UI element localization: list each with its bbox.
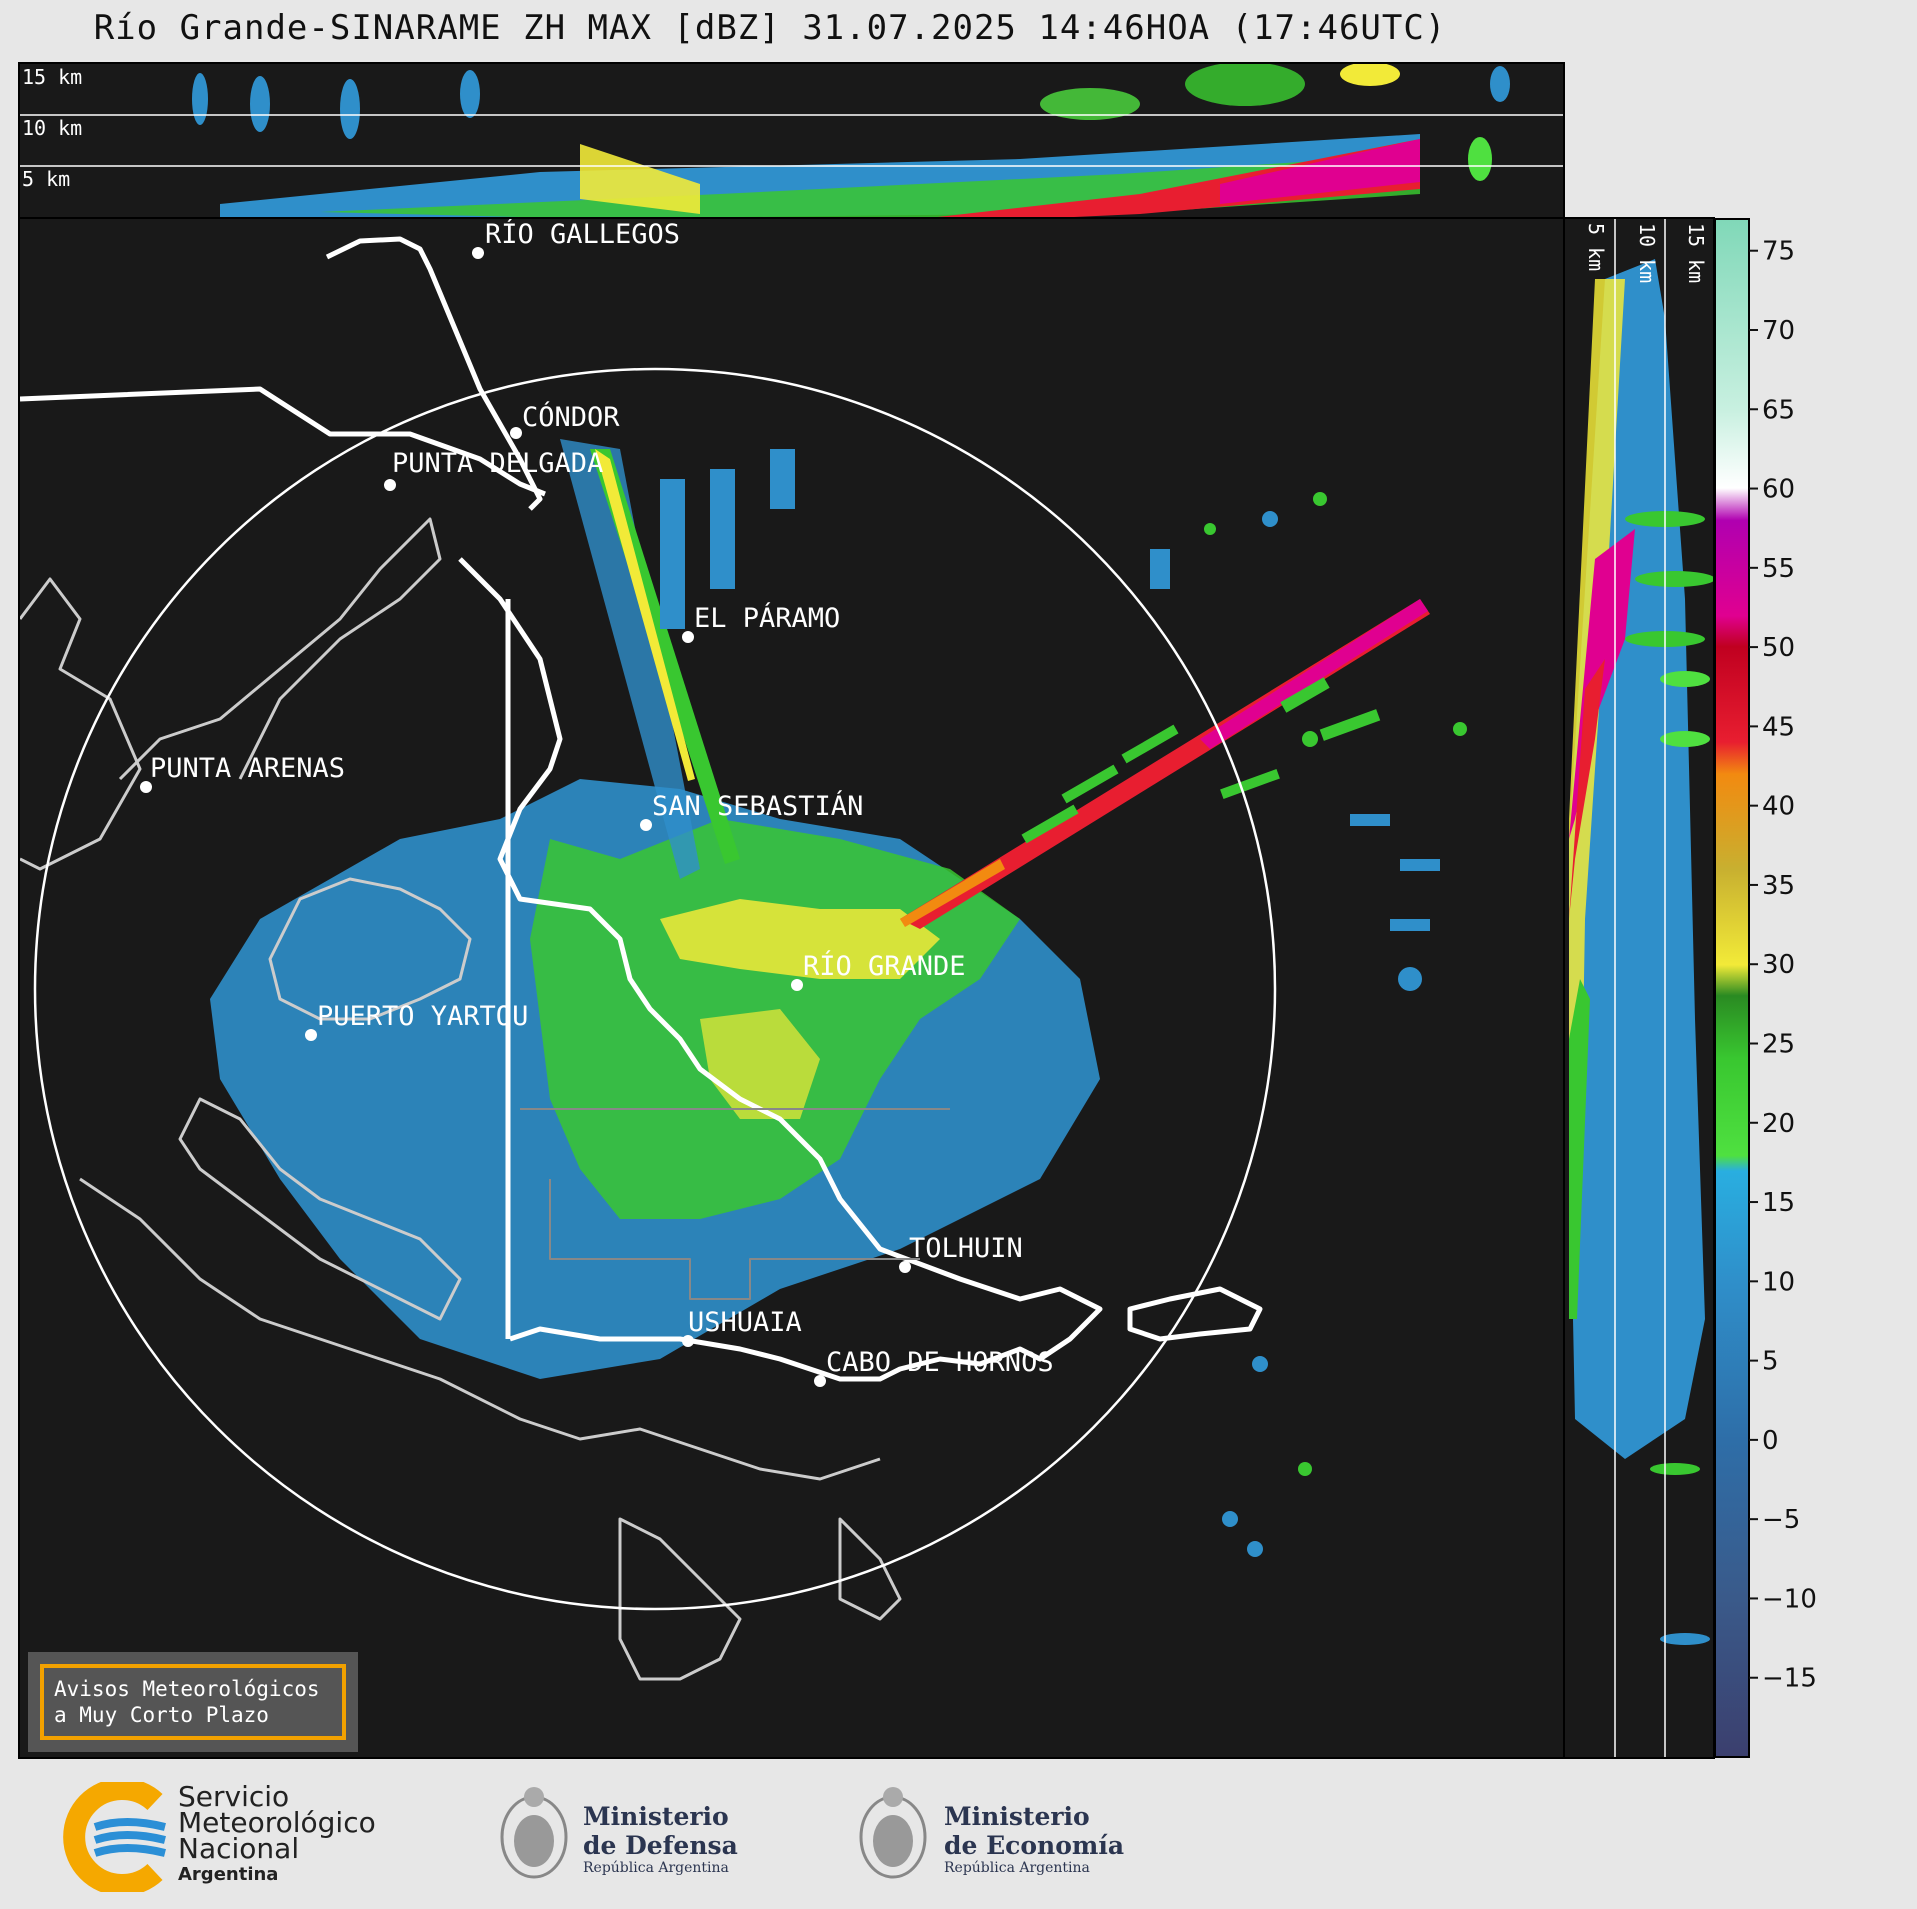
defensa-line-1: Ministerio bbox=[583, 1802, 729, 1831]
defensa-logo-text: Ministerio de Defensa República Argentin… bbox=[583, 1802, 738, 1876]
city-markers bbox=[140, 247, 911, 1387]
warning-box-inner[interactable]: Avisos Meteorológicos a Muy Corto Plazo bbox=[40, 1664, 346, 1740]
colorbar-tick-label: 45 bbox=[1762, 712, 1795, 742]
colorbar-tick-label: 10 bbox=[1762, 1267, 1795, 1297]
city-label: PUNTA DELGADA bbox=[392, 448, 603, 479]
top-echo-band bbox=[192, 64, 1510, 217]
warning-line-1: Avisos Meteorológicos bbox=[54, 1677, 320, 1701]
colorbar-tick-label: 30 bbox=[1762, 950, 1795, 980]
defensa-line-3: República Argentina bbox=[583, 1860, 729, 1876]
city-label: SAN SEBASTIÁN bbox=[652, 790, 863, 822]
smn-line-3: Nacional bbox=[178, 1832, 300, 1865]
height-label-5km: 5 km bbox=[22, 167, 70, 191]
side-profile-svg: 5 km 10 km 15 km bbox=[1569, 219, 1713, 1757]
colorbar-tick-label: −15 bbox=[1762, 1664, 1817, 1694]
economia-line-2: de Economía bbox=[944, 1831, 1125, 1860]
city-label: PUNTA ARENAS bbox=[150, 753, 345, 784]
colorbar-tick-label: 40 bbox=[1762, 792, 1795, 822]
colorbar-tick-label: 75 bbox=[1762, 237, 1795, 267]
colorbar-tick-label: 25 bbox=[1762, 1029, 1795, 1059]
colorbar-tick-label: 15 bbox=[1762, 1188, 1795, 1218]
top-height-profile-panel: 15 km 10 km 5 km bbox=[18, 62, 1565, 219]
height-label-5km: 5 km bbox=[1584, 223, 1608, 271]
economia-logo-text: Ministerio de Economía República Argenti… bbox=[944, 1802, 1124, 1876]
city-label: PUERTO YARTOU bbox=[317, 1001, 528, 1032]
height-label-15km: 15 km bbox=[22, 65, 82, 89]
side-echo-band bbox=[1569, 259, 1713, 1645]
defensa-seal-icon bbox=[500, 1787, 568, 1879]
range-ring bbox=[33, 367, 1277, 1611]
radar-map-svg[interactable]: RÍO GALLEGOS CÓNDOR PUNTA DELGADA EL PÁR… bbox=[20, 219, 1565, 1759]
smn-logo-text: Servicio Meteorológico Nacional Argentin… bbox=[178, 1780, 376, 1888]
colorbar-tick-label: 70 bbox=[1762, 316, 1795, 346]
height-label-10km: 10 km bbox=[1635, 223, 1659, 283]
reflectivity-echoes bbox=[210, 439, 1467, 1557]
economia-line-3: República Argentina bbox=[944, 1860, 1090, 1876]
colorbar-tick-label: 50 bbox=[1762, 633, 1795, 663]
map-title: Río Grande-SINARAME ZH MAX [dBZ] 31.07.2… bbox=[93, 8, 1447, 48]
smn-logo-icon bbox=[63, 1782, 166, 1892]
colorbar-tick-label: −5 bbox=[1762, 1505, 1800, 1535]
colorbar-tick-label: 0 bbox=[1762, 1426, 1779, 1456]
side-height-profile-panel: 5 km 10 km 15 km bbox=[1563, 217, 1715, 1759]
colorbar-tick-label: 35 bbox=[1762, 871, 1795, 901]
top-profile-svg: 15 km 10 km 5 km bbox=[20, 64, 1563, 217]
city-label: RÍO GALLEGOS bbox=[485, 219, 680, 250]
smn-line-2: Meteorológico bbox=[178, 1806, 376, 1839]
city-label: CABO DE HORNOS bbox=[826, 1347, 1054, 1378]
city-label: RÍO GRANDE bbox=[803, 950, 966, 982]
radar-map-panel[interactable]: RÍO GALLEGOS CÓNDOR PUNTA DELGADA EL PÁR… bbox=[18, 217, 1565, 1759]
city-label: EL PÁRAMO bbox=[694, 602, 840, 634]
economia-line-1: Ministerio bbox=[944, 1802, 1090, 1831]
colorbar-gradient bbox=[1714, 218, 1750, 1758]
city-label: USHUAIA bbox=[688, 1307, 802, 1338]
warning-box[interactable]: Avisos Meteorológicos a Muy Corto Plazo bbox=[28, 1652, 358, 1752]
colorbar-tick-label: 20 bbox=[1762, 1109, 1795, 1139]
colorbar-tick-label: 55 bbox=[1762, 554, 1795, 584]
colorbar-tick-label: 5 bbox=[1762, 1347, 1779, 1377]
height-label-10km: 10 km bbox=[22, 116, 82, 140]
colorbar-tick-label: 60 bbox=[1762, 475, 1795, 505]
defensa-line-2: de Defensa bbox=[583, 1831, 738, 1860]
warning-line-2: a Muy Corto Plazo bbox=[54, 1703, 269, 1727]
smn-line-1: Servicio bbox=[178, 1780, 290, 1813]
city-label: CÓNDOR bbox=[522, 401, 620, 433]
colorbar-tick-label: 65 bbox=[1762, 395, 1795, 425]
city-label: TOLHUIN bbox=[909, 1233, 1023, 1264]
smn-line-4: Argentina bbox=[178, 1864, 279, 1885]
height-label-15km: 15 km bbox=[1684, 223, 1708, 283]
colorbar-tick-label: −10 bbox=[1762, 1584, 1817, 1614]
coastlines bbox=[20, 236, 1263, 1681]
economia-seal-icon bbox=[859, 1787, 927, 1879]
